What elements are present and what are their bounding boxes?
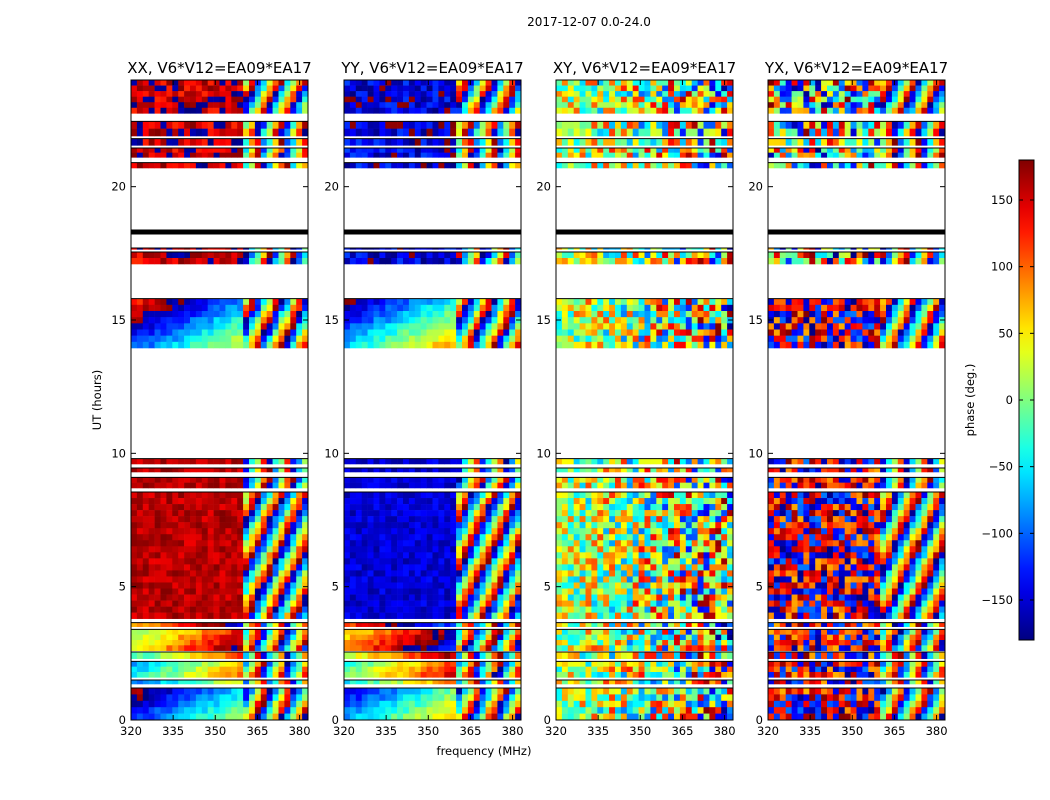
y-tick-label: 20	[748, 180, 763, 194]
y-tick-label: 0	[119, 713, 126, 727]
panel-title: YY, V6*V12=EA09*EA17	[340, 59, 523, 77]
y-tick-label: 20	[536, 180, 551, 194]
panel-title: XX, V6*V12=EA09*EA17	[127, 59, 311, 77]
y-tick-label: 15	[324, 313, 339, 327]
colorbar-tick-label: −100	[981, 526, 1013, 540]
x-tick-label: 380	[714, 724, 736, 738]
x-tick-label: 380	[926, 724, 948, 738]
y-tick-label: 5	[544, 580, 551, 594]
panel-xy: XY, V6*V12=EA09*EA17 320 335 350 365 380 0 5 10 1…	[536, 59, 736, 738]
y-tick-label: 15	[111, 313, 126, 327]
panel-xx: XX, V6*V12=EA09*EA17 320 335 350 365 380 0 5 10 1…	[111, 59, 311, 738]
x-tick-label: 350	[417, 724, 439, 738]
axes-frame	[130, 79, 309, 721]
panel-title: YX, V6*V12=EA09*EA17	[764, 59, 948, 77]
colorbar-tick-label: 0	[1006, 393, 1013, 407]
panel-yy: YY, V6*V12=EA09*EA17 320 335 350 365 380 0 5 10 1…	[324, 59, 523, 738]
figure-suptitle: 2017-12-07 0.0-24.0	[527, 15, 651, 29]
axes-frame	[767, 79, 946, 721]
y-tick-label: 10	[748, 446, 763, 460]
x-tick-label: 350	[629, 724, 651, 738]
y-tick-label: 0	[544, 713, 551, 727]
phase-heatmap-yy	[344, 80, 521, 720]
flag-line	[768, 229, 945, 235]
phase-heatmap-yx	[768, 80, 945, 720]
y-tick-label: 10	[324, 446, 339, 460]
y-tick-label: 5	[756, 580, 763, 594]
x-tick-label: 335	[799, 724, 821, 738]
x-axis-label: frequency (MHz)	[437, 744, 532, 758]
colorbar-tick-label: 50	[998, 326, 1013, 340]
x-tick-label: 335	[375, 724, 397, 738]
panel-title: XY, V6*V12=EA09*EA17	[553, 59, 736, 77]
x-tick-label: 365	[671, 724, 693, 738]
x-tick-label: 365	[246, 724, 268, 738]
colorbar-label: phase (deg.)	[963, 364, 977, 437]
colorbar-tick-label: −50	[989, 460, 1013, 474]
y-tick-label: 10	[536, 446, 551, 460]
y-tick-label: 5	[332, 580, 339, 594]
x-tick-label: 320	[120, 724, 142, 738]
colorbar-tick-label: −150	[981, 593, 1013, 607]
colorbar-tick-label: 150	[991, 193, 1013, 207]
phase-heatmap-xy	[556, 80, 733, 720]
x-tick-label: 365	[459, 724, 481, 738]
flag-line	[556, 229, 733, 235]
y-axis-label: UT (hours)	[90, 370, 104, 430]
phase-heatmap-xx	[131, 80, 308, 720]
x-tick-label: 365	[883, 724, 905, 738]
x-tick-label: 320	[333, 724, 355, 738]
y-tick-label: 20	[324, 180, 339, 194]
colorbar: 150 100 50 0 −50 −100 −150 phase (deg.)	[963, 159, 1035, 641]
flag-line	[131, 229, 308, 235]
axes-frame	[555, 79, 734, 721]
x-tick-label: 320	[545, 724, 567, 738]
y-tick-label: 5	[119, 580, 126, 594]
x-tick-label: 350	[841, 724, 863, 738]
y-tick-label: 15	[536, 313, 551, 327]
y-tick-label: 0	[332, 713, 339, 727]
x-tick-label: 320	[757, 724, 779, 738]
y-tick-label: 0	[756, 713, 763, 727]
y-tick-label: 15	[748, 313, 763, 327]
panels: XX, V6*V12=EA09*EA17 320 335 350 365 380 0 5 10 1…	[111, 59, 948, 738]
flag-line	[344, 229, 521, 235]
x-tick-label: 335	[587, 724, 609, 738]
x-tick-label: 335	[162, 724, 184, 738]
panel-yx: YX, V6*V12=EA09*EA17 320 335 350 365 380 0 5 10 1…	[748, 59, 948, 738]
x-tick-label: 350	[204, 724, 226, 738]
axes-frame	[343, 79, 522, 721]
colorbar-tick-label: 100	[991, 260, 1013, 274]
x-tick-label: 380	[502, 724, 524, 738]
y-tick-label: 20	[111, 180, 126, 194]
x-tick-label: 380	[289, 724, 311, 738]
y-tick-label: 10	[111, 446, 126, 460]
